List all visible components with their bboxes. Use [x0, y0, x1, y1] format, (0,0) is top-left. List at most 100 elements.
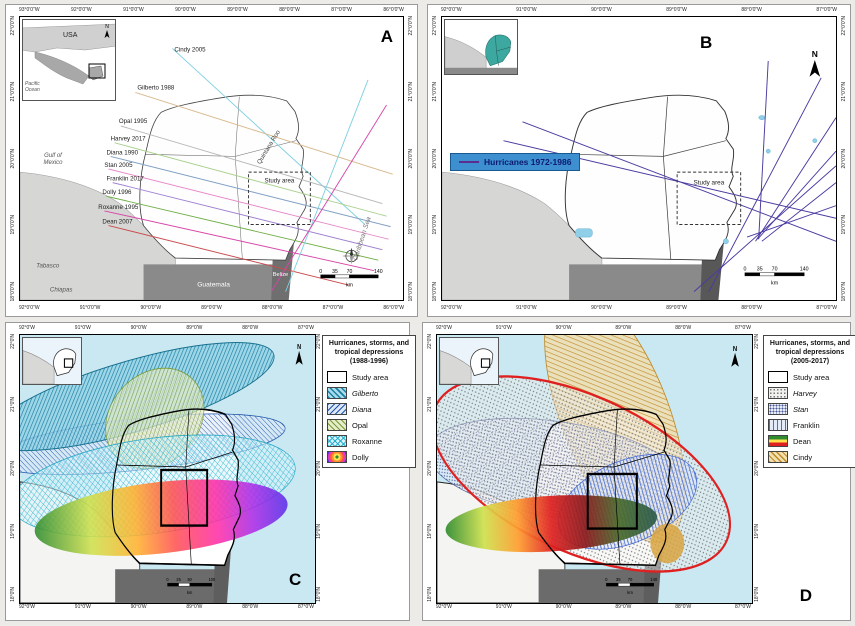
tick-label: 21°0'N [426, 397, 433, 413]
study-area-box [160, 468, 209, 527]
hurricane-swaths-2005-2017 [437, 335, 731, 573]
inset-map-c [22, 337, 82, 385]
tick-label: 87°0'0"W [816, 7, 837, 13]
tick-label: 88°0'W [242, 604, 259, 610]
tick-label: 20°0'N [426, 460, 433, 476]
tick-label: 92°0'0"W [71, 7, 92, 13]
legend-item-franklin: Franklin [768, 419, 852, 432]
coord-ticks-top: 92°0'W 91°0'W 90°0'W 89°0'W 88°0'W 87°0'W [436, 325, 751, 333]
tick-label: 20°0'N [9, 460, 16, 476]
state-borders [116, 410, 233, 565]
tick-label: 92°0'W [19, 604, 36, 610]
tick-label: 21°0'N [9, 397, 16, 413]
tick-label: 86°0'0"W [383, 7, 404, 13]
hurricane-label: Franklin 2017 [106, 175, 144, 182]
legend-item-label: Cindy [793, 452, 813, 462]
tick-label: 91°0'0"W [516, 7, 537, 13]
tick-label: 89°0'W [186, 604, 203, 610]
tick-label: 87°0'W [734, 604, 751, 610]
legend-item-label: Roxanne [352, 436, 383, 446]
tick-label: 92°0'W [19, 325, 36, 331]
hurricane-label: Dolly 1996 [102, 189, 132, 196]
tick-label: 20°0'0"N [840, 148, 847, 169]
inset-yucatan [485, 34, 512, 67]
inset-map-a: USA N Pacific Ocean [22, 19, 116, 101]
coord-ticks-right: 22°0'0"N 21°0'0"N 20°0'0"N 19°0'0"N 18°0'0"N [839, 16, 848, 301]
scale-tick: 140 [800, 267, 809, 273]
scale-tick: 0 [319, 269, 322, 275]
dolly-swatch [327, 451, 347, 464]
inset-north-arrow-icon [104, 30, 110, 38]
tick-label: 18°0'0"N [9, 281, 16, 301]
study-area-label: Study area [265, 178, 295, 185]
legend-item-study-area: Study area [327, 371, 411, 384]
track-dolly [106, 195, 379, 261]
scale-unit: km [187, 590, 193, 596]
coord-ticks-top: 92°0'0"W 91°0'0"W 90°0'0"W 89°0'0"W 88°0'0"W… [441, 7, 837, 15]
stan-swatch [768, 403, 788, 416]
scale-bar: 0 25 50 100 km [166, 577, 215, 595]
track-gilberto [135, 92, 393, 175]
coord-ticks-bottom: 92°0'0"W 91°0'0"W 90°0'0"W 89°0'0"W 88°0'0"W… [19, 305, 404, 313]
coord-ticks-right: 22°0'N 21°0'N 20°0'N 19°0'N 18°0'N [753, 334, 760, 602]
roxanne-swatch [327, 435, 347, 448]
inset-extent-box [63, 358, 74, 368]
legend-item-label: Stan [793, 404, 809, 414]
legend-item-dean: Dean [768, 435, 852, 448]
tick-label: 22°0'0"N [840, 16, 847, 36]
tick-label: 87°0'0"W [322, 305, 344, 311]
tick-label: 87°0'0"W [331, 7, 352, 13]
legend-item-label: Diana [352, 404, 372, 414]
map-a: Study area Cindy 2005 Gilberto 1988 Opal… [19, 16, 404, 301]
tick-label: 18°0'N [315, 587, 322, 602]
scale-tick: 70 [628, 577, 633, 582]
legend-item-label: Dolly [352, 452, 369, 462]
study-area-label: Study area [694, 180, 725, 187]
north-arrow: N [731, 346, 739, 367]
inset-extent-box [88, 63, 106, 79]
guatemala-label: Guatemala [197, 281, 230, 288]
tick-label: 92°0'0"W [441, 305, 462, 311]
tick-label: 89°0'0"W [227, 7, 248, 13]
tick-label: 89°0'W [615, 604, 632, 610]
legend-item-roxanne: Roxanne [327, 435, 411, 448]
track-franklin [112, 182, 383, 251]
scale-tick: 35 [757, 267, 763, 273]
legend-item-diana: Diana [327, 403, 411, 416]
hurricane-label: Harvey 2017 [111, 136, 146, 143]
tick-label: 19°0'N [753, 523, 760, 539]
hurricane-line-sample [459, 161, 479, 163]
inset-map-d [439, 337, 499, 385]
legend-item-label: Study area [352, 372, 389, 382]
gilberto-swatch [327, 387, 347, 400]
coord-ticks-left: 22°0'N 21°0'N 20°0'N 19°0'N 18°0'N [425, 334, 434, 602]
tick-label: 18°0'0"N [840, 281, 847, 301]
track-cindy-seg2 [285, 79, 369, 292]
yucatan-peninsula [139, 94, 307, 261]
tick-label: 88°0'0"W [261, 305, 283, 311]
tick-label: 87°0'0"W [816, 305, 837, 311]
track-dean [108, 225, 350, 286]
coord-ticks-bottom: 92°0'W 91°0'W 90°0'W 89°0'W 88°0'W 87°0'W [19, 604, 314, 612]
tick-label: 21°0'N [315, 397, 322, 413]
inset-usa-land [23, 23, 115, 53]
chiapas-label: Chiapas [50, 287, 73, 294]
swath-dean [445, 495, 658, 553]
hurricane-label: Diana 1990 [106, 149, 138, 156]
tick-label: 22°0'N [753, 334, 760, 349]
tick-label: 93°0'0"W [19, 7, 40, 13]
scale-tick: 70 [347, 269, 353, 275]
track-stan [108, 168, 389, 240]
coord-ticks-left: 22°0'0"N 21°0'0"N 20°0'0"N 19°0'0"N 18°0'0"N [8, 16, 17, 301]
study-area-swatch [768, 371, 788, 384]
tick-label: 91°0'0"W [516, 305, 537, 311]
tick-label: 18°0'N [426, 587, 433, 602]
compass-icon [343, 247, 360, 265]
north-label: N [733, 346, 738, 354]
scale-tick: 70 [772, 267, 778, 273]
tick-label: 20°0'N [315, 460, 322, 476]
legend-d: Hurricanes, storms, and tropical depress… [763, 335, 855, 469]
cindy-swatch [768, 451, 788, 464]
usa-label: USA [63, 32, 78, 39]
map-b: Study area N 0 35 70 140 km B Hurricanes… [441, 16, 837, 301]
